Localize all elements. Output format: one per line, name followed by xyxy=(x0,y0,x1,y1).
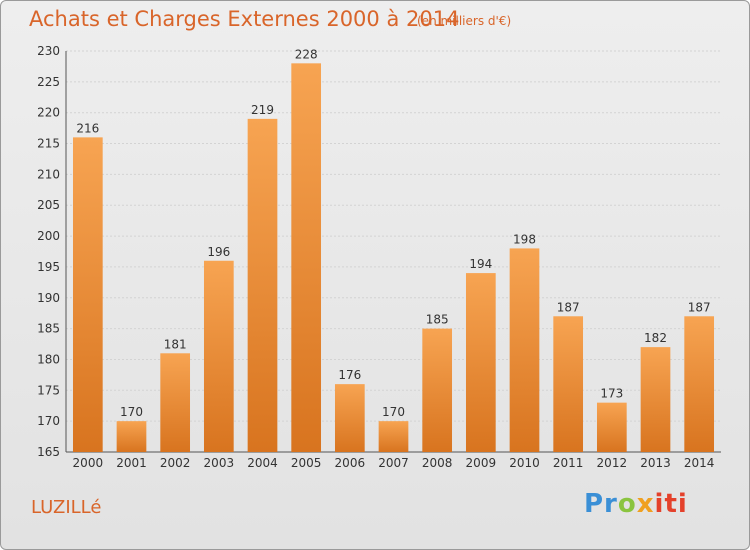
chart-unit: (en milliers d'€) xyxy=(417,14,512,28)
logo-part-2: o xyxy=(617,489,637,519)
bar xyxy=(640,347,671,452)
bar-value-label: 216 xyxy=(76,121,99,135)
bar xyxy=(203,260,234,452)
y-tick-label: 190 xyxy=(37,291,60,305)
bar-value-label: 176 xyxy=(338,368,361,382)
bar-value-label: 187 xyxy=(557,300,580,314)
bar xyxy=(291,63,322,452)
x-tick-label: 2002 xyxy=(160,456,191,470)
x-tick-label: 2006 xyxy=(335,456,366,470)
y-tick-label: 225 xyxy=(37,75,60,89)
x-tick-label: 2005 xyxy=(291,456,322,470)
x-tick-label: 2012 xyxy=(597,456,628,470)
bar xyxy=(509,248,540,452)
x-tick-label: 2000 xyxy=(73,456,104,470)
bar-value-label: 187 xyxy=(688,300,711,314)
bar-value-label: 185 xyxy=(426,313,449,327)
logo-part-4: iti xyxy=(654,489,688,519)
y-tick-label: 210 xyxy=(37,167,60,181)
location-label: LUZILLé xyxy=(31,497,102,518)
bar xyxy=(684,316,715,452)
bar xyxy=(422,328,453,452)
value-labels: 216 170 181 196 219 228 176 170 185 194 198 187 173 1… xyxy=(76,47,710,419)
x-tick-labels: 2000 2001 2002 2003 2004 2005 2006 2007 2008 2009… xyxy=(73,456,715,470)
bar xyxy=(334,384,365,452)
x-tick-label: 2011 xyxy=(553,456,584,470)
bar xyxy=(596,402,627,452)
y-tick-label: 175 xyxy=(37,383,60,397)
y-tick-label: 205 xyxy=(37,198,60,212)
y-tick-label: 170 xyxy=(37,414,60,428)
y-tick-label: 200 xyxy=(37,229,60,243)
x-tick-label: 2010 xyxy=(509,456,540,470)
proxiti-logo: Proxiti xyxy=(584,489,688,519)
y-tick-label: 185 xyxy=(37,322,60,336)
x-tick-label: 2009 xyxy=(466,456,497,470)
x-tick-label: 2014 xyxy=(684,456,715,470)
bar-value-label: 219 xyxy=(251,103,274,117)
bar-value-label: 196 xyxy=(207,245,230,259)
bar xyxy=(465,273,496,452)
bar xyxy=(160,353,191,452)
x-tick-label: 2008 xyxy=(422,456,453,470)
y-tick-labels: 165 170 175 180 185 190 195 200 205 210 215 220 225 2… xyxy=(37,44,60,459)
x-tick-label: 2007 xyxy=(378,456,409,470)
bar xyxy=(247,118,278,452)
bar-value-label: 170 xyxy=(382,405,405,419)
x-tick-label: 2004 xyxy=(247,456,278,470)
x-tick-label: 2001 xyxy=(116,456,147,470)
bars xyxy=(72,63,715,452)
bar-value-label: 182 xyxy=(644,331,667,345)
bar-value-label: 194 xyxy=(469,257,492,271)
bar-value-label: 170 xyxy=(120,405,143,419)
chart-title: Achats et Charges Externes 2000 à 2014 xyxy=(29,7,460,31)
bar xyxy=(72,137,103,452)
bar-value-label: 198 xyxy=(513,232,536,246)
y-tick-label: 180 xyxy=(37,352,60,366)
bar xyxy=(116,421,147,452)
y-tick-label: 165 xyxy=(37,445,60,459)
bar-value-label: 173 xyxy=(600,387,623,401)
y-tick-label: 195 xyxy=(37,260,60,274)
bar xyxy=(378,421,409,452)
y-tick-label: 215 xyxy=(37,137,60,151)
logo-part-3: x xyxy=(636,489,655,519)
logo-part-1: Pr xyxy=(584,489,618,519)
y-tick-label: 230 xyxy=(37,44,60,58)
x-tick-label: 2003 xyxy=(204,456,235,470)
x-tick-label: 2013 xyxy=(640,456,671,470)
bar-value-label: 228 xyxy=(295,47,318,61)
y-tick-label: 220 xyxy=(37,106,60,120)
bar-value-label: 181 xyxy=(164,337,187,351)
bar xyxy=(553,316,584,452)
